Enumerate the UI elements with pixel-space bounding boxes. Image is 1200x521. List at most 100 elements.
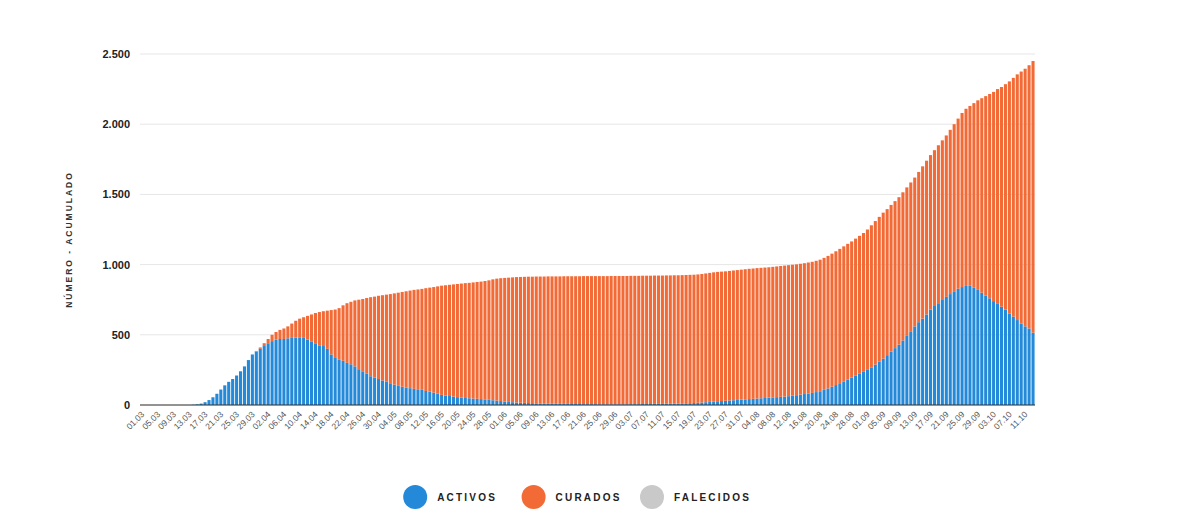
bar-segment — [326, 311, 329, 349]
bar-segment — [235, 376, 238, 405]
bar-segment — [921, 319, 924, 405]
bar-segment — [267, 339, 270, 340]
bar-segment — [1000, 86, 1003, 87]
bar-segment — [846, 380, 849, 405]
bar-segment — [428, 288, 431, 392]
bar-segment — [957, 118, 960, 119]
bar-segment — [432, 393, 435, 405]
bar-segment — [243, 366, 246, 367]
bar-segment — [771, 397, 774, 405]
bar-segment — [858, 374, 861, 405]
bar-segment — [314, 344, 317, 405]
bar-segment — [306, 316, 309, 340]
bar-segment — [996, 304, 999, 405]
bar-segment — [929, 155, 932, 156]
bar-segment — [330, 354, 333, 405]
bar-segment — [803, 263, 806, 394]
bar-segment — [322, 311, 325, 312]
bar-segment — [752, 269, 755, 399]
bar-segment — [1016, 74, 1019, 75]
bar-segment — [862, 233, 865, 372]
legend-swatch — [522, 485, 546, 509]
bar-segment — [515, 277, 518, 278]
bar-segment — [870, 225, 873, 226]
bar-segment — [570, 276, 573, 277]
bar-segment — [353, 300, 356, 301]
bar-segment — [235, 375, 238, 376]
bar-segment — [227, 381, 230, 382]
bar-segment — [338, 359, 341, 405]
bar-segment — [483, 281, 486, 399]
bar-segment — [204, 402, 207, 403]
bar-segment — [405, 291, 408, 292]
bar-segment — [582, 276, 585, 277]
bar-segment — [980, 98, 983, 292]
bar-segment — [724, 271, 727, 400]
bar-segment — [353, 300, 356, 366]
bar-segment — [452, 397, 455, 405]
bar-segment — [263, 343, 266, 344]
bar-segment — [231, 379, 234, 405]
bar-segment — [775, 397, 778, 405]
bar-segment — [854, 238, 857, 239]
bar-segment — [716, 272, 719, 401]
bar-segment — [984, 96, 987, 97]
bar-segment — [878, 217, 881, 362]
bar-segment — [629, 276, 632, 404]
bar-segment — [649, 276, 652, 404]
bar-segment — [890, 352, 893, 405]
bar-segment — [334, 310, 337, 358]
bar-segment — [515, 277, 518, 402]
bar-segment — [755, 268, 758, 269]
bar-segment — [834, 385, 837, 405]
bar-segment — [882, 213, 885, 359]
bar-segment — [815, 260, 818, 261]
bar-segment — [724, 271, 727, 272]
bar-segment — [886, 209, 889, 355]
bar-segment — [941, 140, 944, 300]
bar-segment — [893, 348, 896, 405]
bar-segment — [602, 276, 605, 404]
bar-segment — [357, 299, 360, 300]
bar-segment — [302, 338, 305, 405]
bar-segment — [972, 103, 975, 104]
y-tick-label: 2.500 — [102, 48, 130, 60]
bar-segment — [696, 274, 699, 275]
bar-segment — [850, 241, 853, 242]
bar-segment — [519, 276, 522, 277]
bar-segment — [271, 341, 274, 405]
bar-segment — [964, 286, 967, 405]
bar-segment — [231, 379, 234, 380]
bar-segment — [503, 277, 506, 278]
y-tick-label: 2.000 — [102, 118, 130, 130]
bar-segment — [468, 398, 471, 405]
bar-segment — [326, 349, 329, 405]
y-tick-label: 1.000 — [102, 259, 130, 271]
bar-segment — [779, 397, 782, 405]
bar-segment — [874, 221, 877, 364]
bar-segment — [637, 275, 640, 276]
bar-segment — [964, 108, 967, 109]
bar-segment — [357, 369, 360, 405]
bar-segment — [543, 276, 546, 277]
bar-segment — [535, 276, 538, 277]
bar-segment — [420, 390, 423, 405]
bar-segment — [728, 271, 731, 401]
bar-segment — [578, 276, 581, 404]
bar-segment — [606, 276, 609, 277]
bar-segment — [405, 387, 408, 405]
bar-segment — [681, 275, 684, 403]
bar-segment — [961, 287, 964, 405]
bar-segment — [310, 342, 313, 405]
bar-segment — [432, 287, 435, 288]
bar-segment — [1008, 314, 1011, 405]
bar-segment — [539, 277, 542, 404]
bar-segment — [416, 289, 419, 389]
bar-segment — [247, 360, 250, 361]
bar-segment — [211, 397, 214, 405]
bar-segment — [653, 276, 656, 404]
bar-segment — [799, 264, 802, 395]
bar-segment — [949, 294, 952, 405]
bar-segment — [483, 399, 486, 405]
bar-segment — [712, 272, 715, 401]
